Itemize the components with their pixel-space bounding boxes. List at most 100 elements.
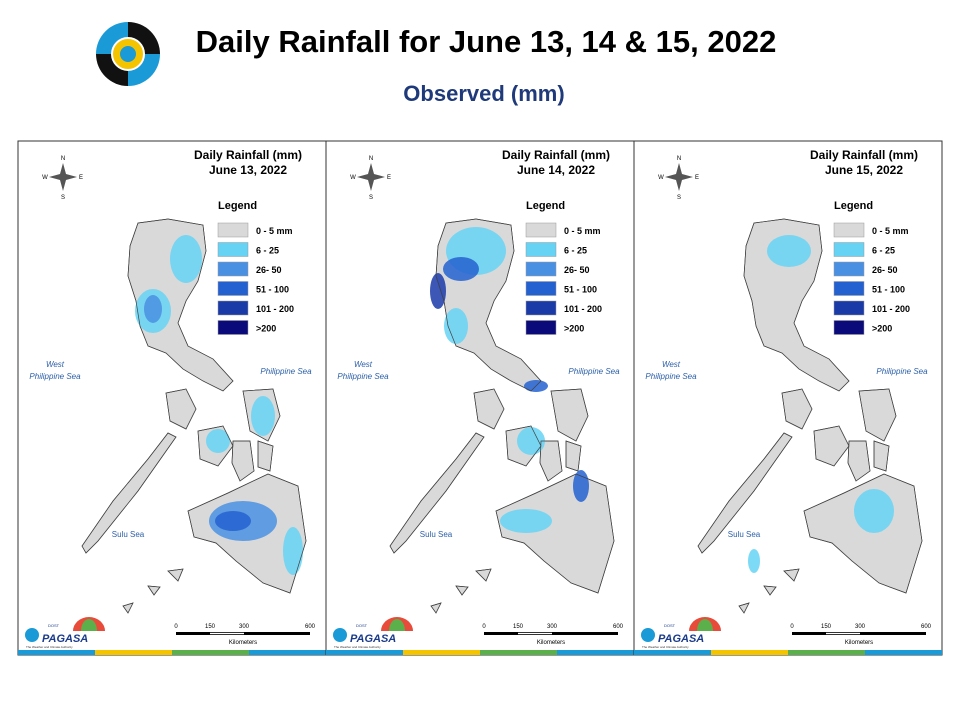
legend-swatch: [217, 261, 249, 277]
sea-label: Sulu Sea: [112, 530, 145, 539]
compass-w: W: [42, 175, 48, 181]
panel-title: Daily Rainfall (mm): [194, 148, 302, 162]
sea-label: Philippine Sea: [645, 372, 697, 381]
legend-swatch: [525, 261, 557, 277]
province-outline: [743, 218, 850, 392]
legend-swatch: [833, 222, 865, 238]
scale-bar-seg: [210, 632, 244, 635]
scale-tick-label: 600: [305, 624, 316, 630]
province-outline: [473, 388, 505, 430]
province-outline: [505, 425, 542, 467]
panel-date: June 14, 2022: [517, 163, 595, 177]
rainfall-areas: [135, 235, 303, 575]
rainfall-area: [144, 295, 162, 323]
legend-label: 101 - 200: [256, 304, 294, 314]
logo-dost: DOST: [48, 623, 60, 628]
compass: N S E W: [42, 156, 83, 201]
footer-stripe: [480, 650, 557, 655]
footer-stripe: [326, 650, 403, 655]
sea-label: West: [46, 360, 65, 369]
footer-stripe: [249, 650, 326, 655]
province-outline: [165, 388, 197, 430]
compass-w: W: [350, 175, 356, 181]
province-outline: [257, 440, 274, 472]
scale-tick-label: 0: [174, 624, 178, 630]
scale-tick-label: 0: [482, 624, 486, 630]
sea-label: Philippine Sea: [568, 367, 620, 376]
rainfall-area: [443, 257, 479, 281]
province-outline: [81, 432, 177, 554]
footer-stripe: [403, 650, 480, 655]
logo-tagline: The Weather and Climate Authority: [334, 645, 381, 649]
compass-rose: [357, 163, 385, 191]
province-outline: [858, 388, 897, 442]
scale-tick-label: 600: [921, 624, 932, 630]
legend-label: 26- 50: [872, 265, 898, 275]
province-outline: [847, 440, 871, 482]
panel-date: June 15, 2022: [825, 163, 903, 177]
scale-unit: Kilometers: [537, 640, 565, 646]
legend-title: Legend: [218, 200, 257, 212]
logo-dost: DOST: [356, 623, 368, 628]
province-outline: [167, 568, 184, 582]
sea-label: Philippine Sea: [337, 372, 389, 381]
rainfall-area: [573, 470, 589, 502]
scale-unit: Kilometers: [229, 640, 257, 646]
legend-title: Legend: [834, 200, 873, 212]
compass-n: N: [369, 156, 373, 162]
footer-stripe: [788, 650, 865, 655]
panel-title: Daily Rainfall (mm): [810, 148, 918, 162]
rainfall-area: [283, 527, 303, 575]
province-outline: [389, 432, 485, 554]
sea-label: West: [354, 360, 373, 369]
legend-label: 26- 50: [256, 265, 282, 275]
rainfall-area: [748, 549, 760, 573]
pagasa-logo: [96, 22, 160, 86]
province-outline: [539, 440, 563, 482]
legend-label: 101 - 200: [564, 304, 602, 314]
sea-label: Philippine Sea: [876, 367, 928, 376]
compass-s: S: [677, 195, 681, 201]
province-outline: [242, 388, 281, 442]
scale-bar: 0 150 300 600 Kilometers: [482, 624, 623, 646]
province-outline: [122, 602, 134, 614]
legend-label: >200: [256, 324, 276, 334]
rainfall-area: [500, 509, 552, 533]
legend-swatch: [833, 261, 865, 277]
province-outline: [697, 432, 793, 554]
scale-bar: 0 150 300 600 Kilometers: [174, 624, 315, 646]
province-outline: [455, 585, 469, 596]
province-outline: [147, 585, 161, 596]
footer-stripe: [18, 650, 95, 655]
province-outline: [435, 218, 542, 392]
logo-umbrella: [81, 619, 97, 631]
legend-label: 6 - 25: [564, 246, 587, 256]
rainfall-area: [444, 308, 468, 344]
province-outline: [781, 388, 813, 430]
sea-label: Sulu Sea: [728, 530, 761, 539]
logo-name: PAGASA: [42, 633, 88, 645]
scale-tick-label: 300: [855, 624, 866, 630]
rainfall-area: [170, 235, 202, 283]
logo-umbrella: [389, 619, 405, 631]
province-outline: [430, 602, 442, 614]
scale-bar-seg: [826, 632, 860, 635]
legend-swatch: [217, 222, 249, 238]
legend-swatch: [525, 281, 557, 296]
subtitle: Observed (mm): [403, 81, 564, 106]
rainfall-area: [767, 235, 811, 267]
scale-tick-label: 0: [790, 624, 794, 630]
compass-s: S: [61, 195, 65, 201]
logo-tagline: The Weather and Climate Authority: [642, 645, 689, 649]
legend-swatch: [217, 281, 249, 296]
legend-label: 51 - 100: [256, 285, 289, 295]
philippines-map: [81, 218, 307, 614]
province-outline: [475, 568, 492, 582]
legend-label: 101 - 200: [872, 304, 910, 314]
legend-swatch: [217, 320, 249, 335]
scale-tick-label: 150: [513, 624, 524, 630]
footer-stripe: [95, 650, 172, 655]
panel-date: June 13, 2022: [209, 163, 287, 177]
